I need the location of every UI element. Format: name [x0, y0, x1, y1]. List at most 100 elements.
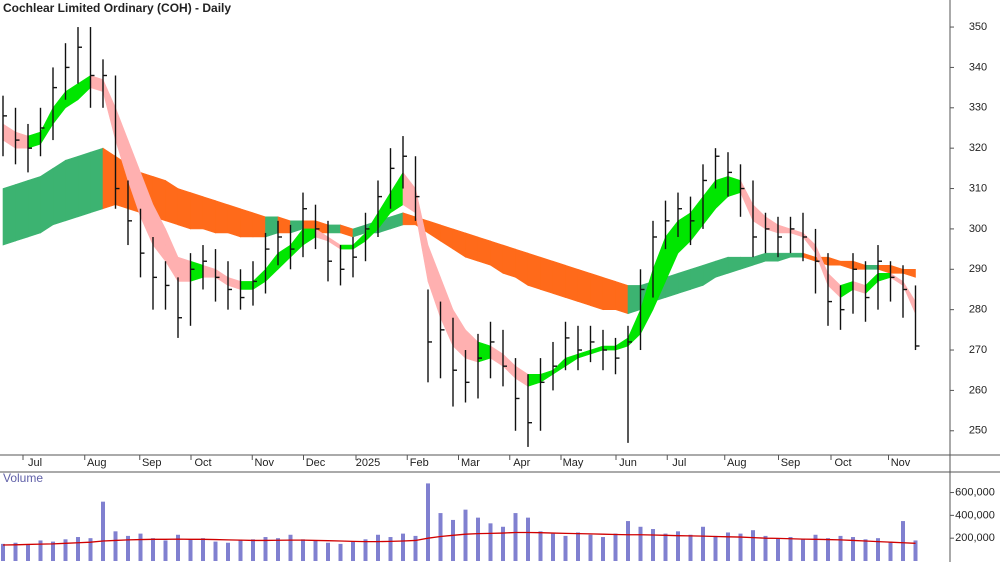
ma-band	[65, 155, 79, 222]
volume-bar	[63, 539, 68, 561]
ma-band	[602, 276, 616, 310]
volume-bar	[663, 533, 668, 561]
chart-title: Cochlear Limited Ordinary (COH) - Daily	[3, 1, 231, 15]
volume-title: Volume	[3, 471, 43, 485]
x-tick-label: 2025	[356, 457, 380, 469]
x-tick-label: Jul	[672, 457, 686, 469]
price-panel: 250 260 270 280 290 300 310 320 330 340 350	[2, 21, 987, 447]
y-tick-label: 350	[969, 21, 987, 33]
volume-bar	[588, 534, 593, 561]
ma-band	[27, 176, 41, 238]
ma-band	[190, 192, 204, 230]
volume-bar	[263, 537, 268, 561]
y-tick-label: 250	[969, 425, 987, 437]
y-tick-label: 260	[969, 384, 987, 396]
volume-bar	[413, 535, 418, 561]
ma-band	[215, 200, 229, 234]
x-tick-label: Feb	[410, 457, 429, 469]
volume-bar	[201, 538, 205, 561]
volume-bar	[913, 540, 918, 561]
ma-band	[15, 180, 29, 242]
ma-band	[677, 268, 691, 294]
ma-band	[102, 147, 116, 210]
ma-band	[690, 264, 704, 290]
volume-bar	[551, 533, 555, 561]
x-tick-label: Apr	[513, 457, 530, 469]
ma-band	[790, 252, 804, 258]
volume-bar	[838, 535, 843, 561]
volume-bar	[563, 535, 568, 561]
ma-band	[477, 236, 491, 266]
x-tick-label: Jul	[28, 457, 42, 469]
volume-bar	[226, 542, 230, 561]
ma-band	[765, 252, 779, 262]
x-tick-label: Sep	[781, 457, 801, 469]
volume-bar	[513, 513, 518, 561]
ma-band	[565, 264, 579, 302]
x-tick-label: Nov	[891, 457, 911, 469]
volume-bar	[138, 533, 143, 561]
volume-bar	[776, 538, 780, 561]
ma-band	[865, 264, 879, 270]
x-tick-label: Sep	[142, 457, 162, 469]
ma-band	[590, 272, 604, 311]
volume-average	[2, 531, 916, 546]
volume-bar	[901, 521, 905, 561]
volume-bar	[251, 539, 255, 561]
volume-bar	[813, 534, 818, 561]
volume-bar	[113, 531, 118, 561]
x-tick-label: Oct	[834, 457, 851, 469]
ma-band	[615, 280, 629, 315]
ma-band	[552, 260, 566, 298]
volume-bar	[451, 519, 455, 561]
volume-bar	[763, 535, 768, 561]
y-tick-label: 300	[969, 223, 987, 235]
ma-band	[540, 256, 554, 294]
volume-bar	[76, 537, 80, 561]
x-tick-label: Dec	[306, 457, 326, 469]
ma-band	[502, 244, 516, 278]
volume-bar	[351, 541, 355, 561]
y-tick-label: 270	[969, 344, 987, 356]
volume-bar	[501, 526, 505, 561]
volume-bar	[488, 523, 493, 561]
ma-band	[227, 204, 241, 238]
ma-band	[465, 232, 479, 262]
ma-band	[40, 167, 54, 234]
volume-bar	[38, 540, 43, 561]
y-tick-label: 320	[969, 142, 987, 154]
volume-bar	[476, 517, 480, 561]
ma-band	[577, 268, 591, 307]
volume-bar	[801, 539, 805, 561]
ma-band	[177, 188, 191, 230]
ma-band	[2, 184, 16, 246]
volume-bar	[88, 538, 93, 561]
volume-bar	[401, 533, 405, 561]
volume-bar	[538, 531, 543, 561]
y-tick-label: 600,000	[955, 486, 995, 498]
x-tick-label: Aug	[727, 457, 747, 469]
volume-bar	[13, 542, 18, 561]
x-tick-label: Mar	[461, 457, 480, 469]
ma-band	[52, 159, 66, 226]
ma-band	[240, 208, 254, 238]
y-tick-label: 280	[969, 304, 987, 316]
volume-bar	[126, 535, 130, 561]
x-tick-label: Oct	[194, 457, 211, 469]
volume-bar	[688, 534, 693, 561]
volume-bar	[213, 541, 218, 561]
ma-band	[165, 179, 179, 226]
y-tick-label: 330	[969, 102, 987, 114]
volume-bar	[326, 542, 330, 561]
volume-bar	[626, 521, 630, 561]
volume-bar	[876, 538, 880, 561]
x-tick-label: Nov	[254, 457, 274, 469]
volume-bar	[638, 526, 643, 561]
volume-bar	[601, 537, 605, 561]
volume-bar	[301, 539, 305, 561]
ma-band	[340, 244, 354, 250]
ma-band	[627, 285, 641, 315]
volume-bar	[863, 539, 868, 561]
